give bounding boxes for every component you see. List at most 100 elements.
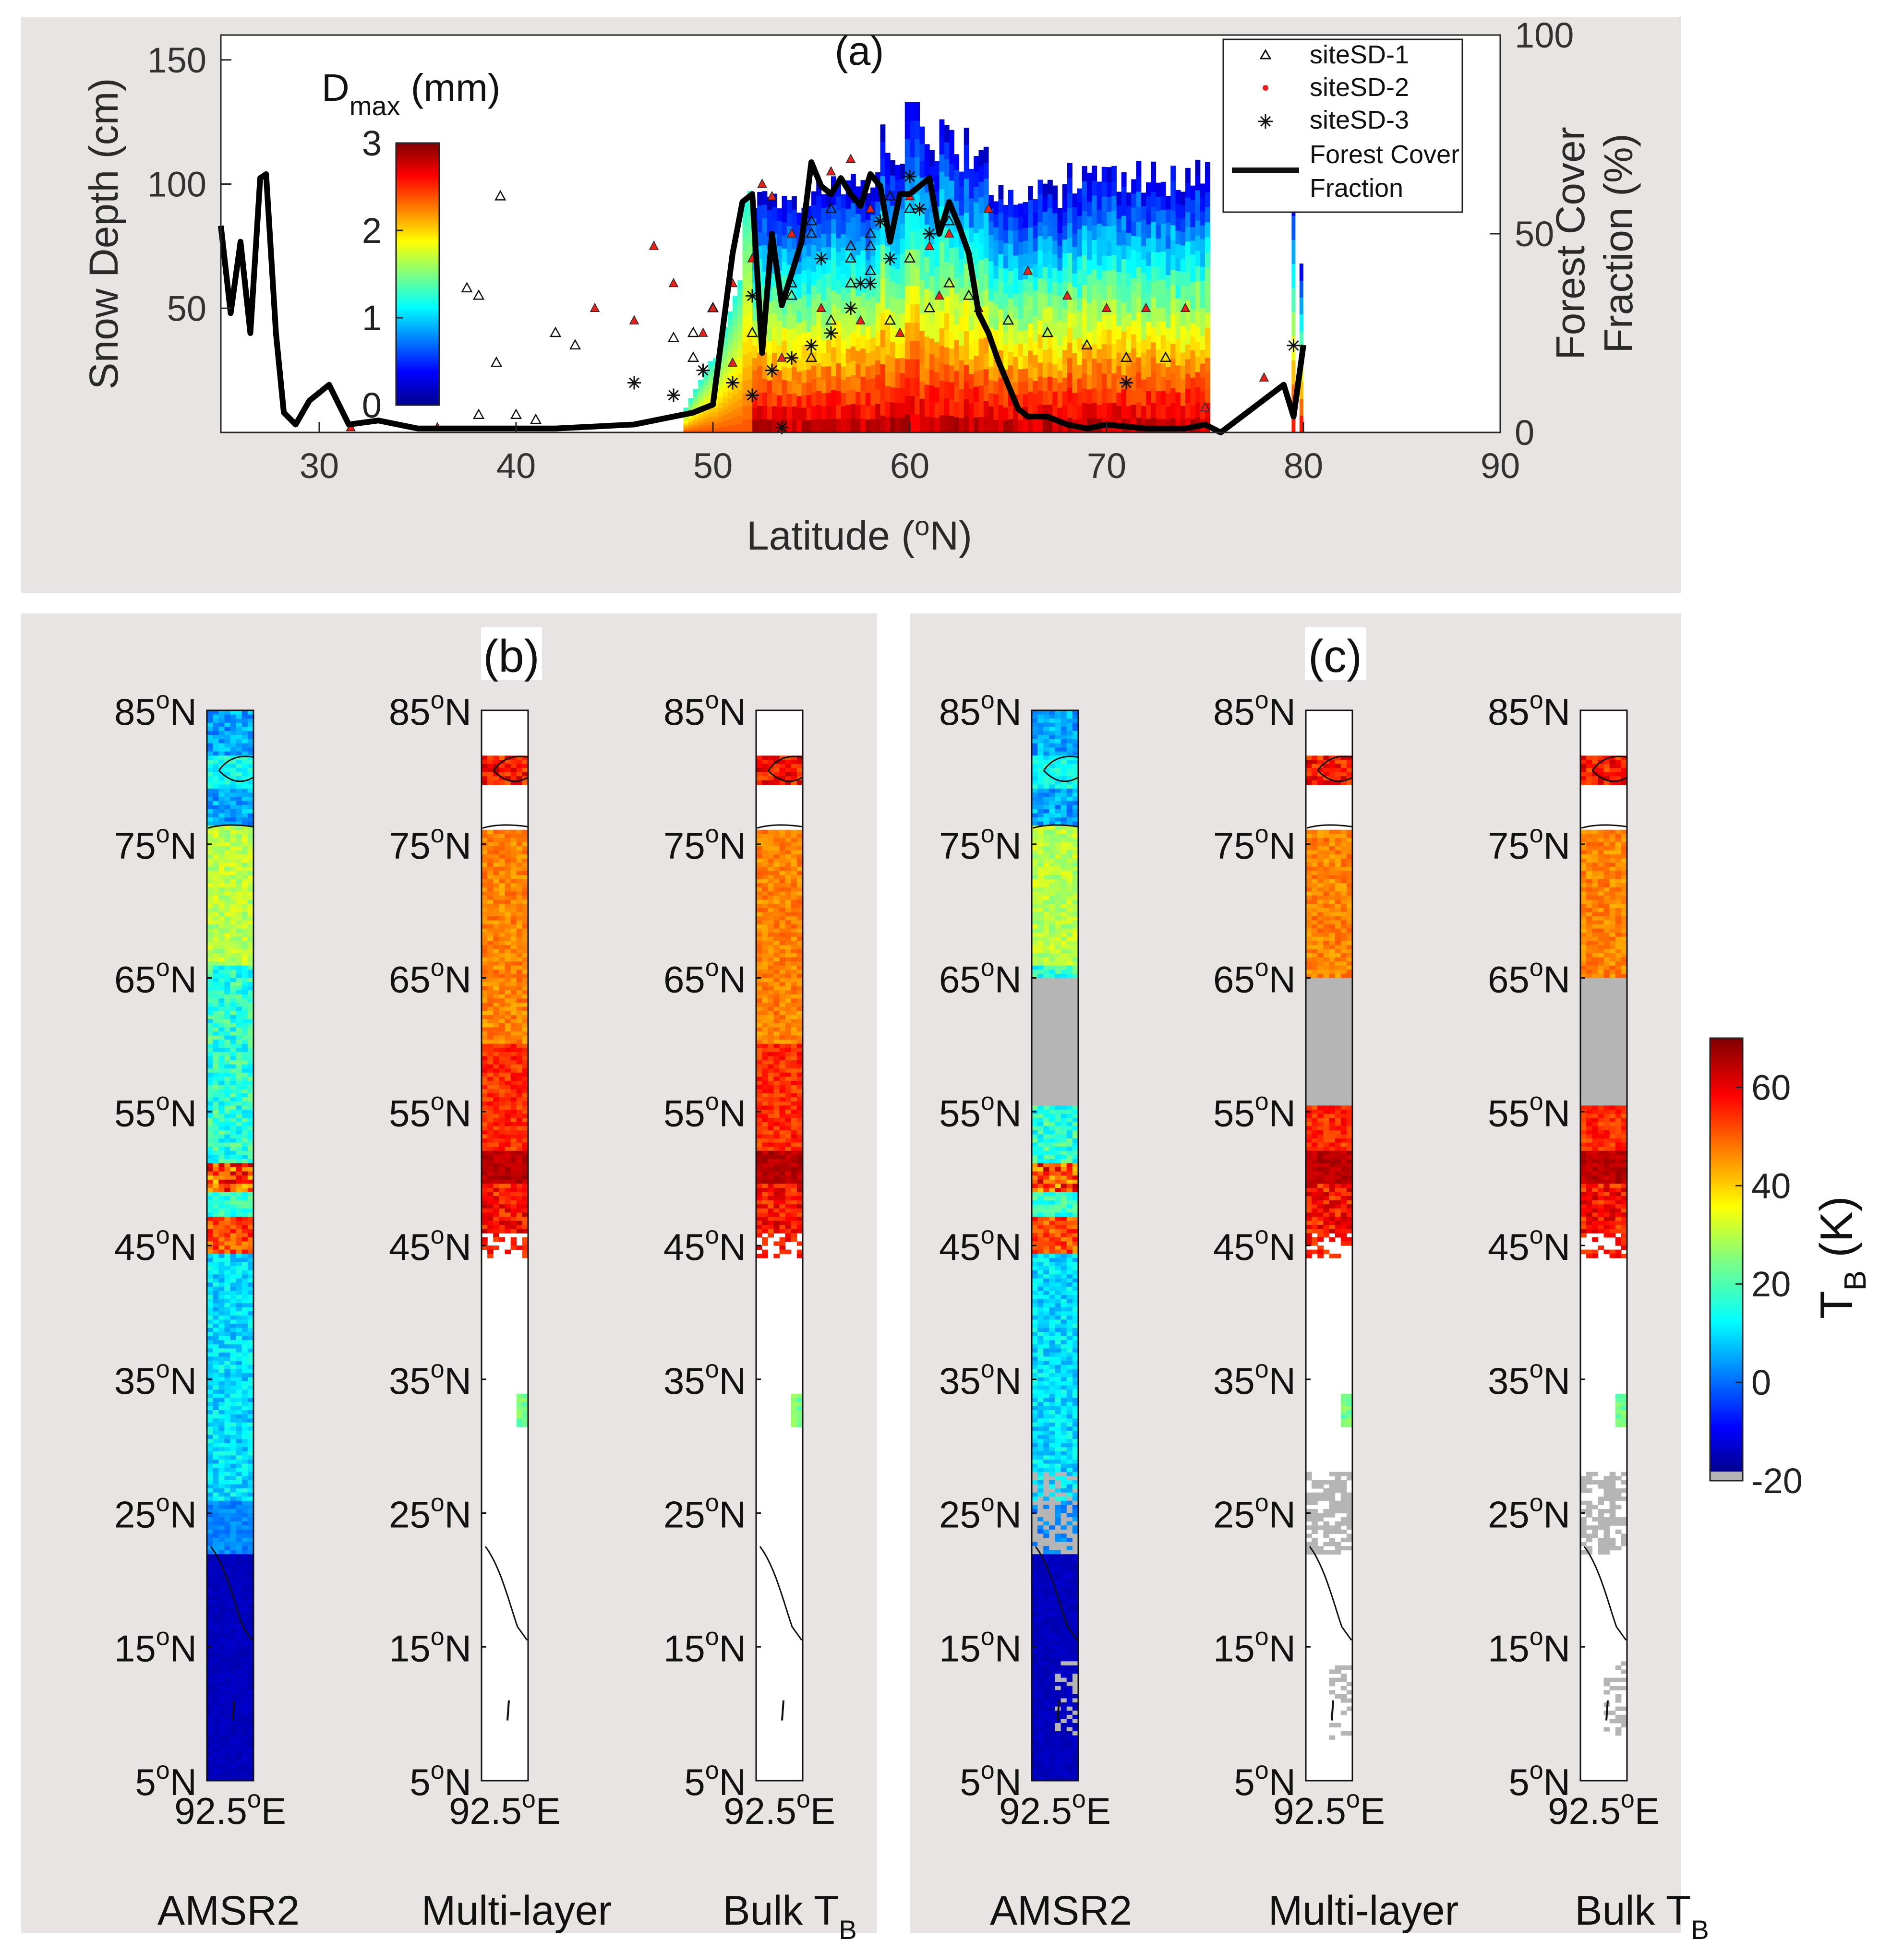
island-mark <box>1057 1700 1060 1721</box>
snow-depth-cell <box>954 277 960 294</box>
snow-depth-cell <box>860 222 866 237</box>
snow-depth-cell <box>1190 240 1196 255</box>
snow-depth-cell <box>1023 228 1028 241</box>
sitesd-2-point <box>1101 302 1112 312</box>
snow-depth-cell <box>1299 297 1303 315</box>
snow-depth-cell <box>949 398 954 416</box>
snow-depth-cell <box>1101 255 1107 271</box>
map-title-bulk-t-b: Bulk TB <box>1575 1888 1709 1940</box>
snow-depth-cell <box>1008 190 1013 204</box>
snow-depth-cell <box>1131 179 1137 194</box>
snow-depth-cell <box>875 187 881 202</box>
snow-depth-cell <box>851 288 856 304</box>
snow-depth-cell <box>1023 215 1028 228</box>
snow-depth-cell <box>875 418 881 433</box>
snow-depth-cell <box>1205 222 1210 238</box>
snow-depth-cell <box>1003 255 1009 269</box>
snow-depth-cell <box>974 417 979 433</box>
snow-depth-cell <box>1092 195 1097 211</box>
snow-depth-cell <box>904 322 910 341</box>
snow-depth-cell <box>904 212 910 231</box>
snow-depth-cell <box>1003 293 1009 307</box>
x-tick-label: 80 <box>1284 446 1323 486</box>
snow-depth-cell <box>683 409 689 411</box>
snow-depth-cell <box>737 407 743 416</box>
snow-depth-cell <box>821 207 827 221</box>
sitesd-1-point <box>1002 314 1014 325</box>
snow-depth-cell <box>811 352 817 366</box>
snow-depth-cell <box>1052 309 1058 323</box>
snow-depth-cell <box>1156 252 1161 266</box>
snow-depth-cell <box>954 417 960 433</box>
snow-depth-cell <box>816 279 822 294</box>
snow-depth-cell <box>1048 306 1053 321</box>
snow-depth-cell <box>890 387 895 403</box>
snow-depth-cell <box>1136 297 1142 312</box>
dmax-colorbar <box>395 142 440 406</box>
sitesd-1-point <box>1120 351 1133 362</box>
snow-depth-cell <box>1116 299 1122 312</box>
snow-depth-cell <box>693 396 699 399</box>
snow-depth-cell <box>934 236 940 252</box>
sitesd-3-point <box>746 289 759 303</box>
snow-depth-cell <box>845 376 851 391</box>
snow-depth-cell <box>1062 225 1068 240</box>
snow-depth-cell <box>934 311 940 327</box>
sitesd-1-point <box>472 408 485 419</box>
snow-depth-cell <box>1097 376 1102 391</box>
snow-depth-cell <box>860 250 866 265</box>
snow-depth-cell <box>688 419 694 421</box>
snow-depth-cell <box>727 345 733 352</box>
snow-depth-cell <box>1146 307 1151 322</box>
snow-depth-cell <box>959 273 964 288</box>
snow-depth-cell <box>1008 243 1013 258</box>
snow-depth-cell <box>1013 242 1019 256</box>
snow-depth-cell <box>1057 295 1063 308</box>
snow-depth-cell <box>1082 195 1087 211</box>
snow-depth-cell <box>934 372 940 388</box>
snow-depth-cell <box>865 220 871 234</box>
snow-depth-cell <box>974 356 979 371</box>
snow-depth-cell <box>1087 259 1092 274</box>
snow-depth-cell <box>782 275 787 288</box>
snow-depth-cell <box>870 405 876 419</box>
snow-depth-cell <box>915 230 920 250</box>
snow-depth-cell <box>1116 245 1122 259</box>
snow-depth-cell <box>1062 280 1068 295</box>
latitude-tick-label: 65oN <box>939 954 1022 1001</box>
snow-depth-cell <box>1205 357 1210 373</box>
snow-depth-cell <box>993 407 999 420</box>
snow-depth-cell <box>959 316 964 332</box>
snow-depth-cell <box>890 341 895 357</box>
snow-depth-cell <box>708 396 713 401</box>
snow-depth-cell <box>856 350 861 365</box>
snow-depth-cell <box>969 330 974 345</box>
snow-depth-cell <box>900 298 905 313</box>
snow-depth-cell <box>742 341 748 355</box>
sitesd-2-point <box>786 228 797 238</box>
snow-depth-cell <box>826 246 831 261</box>
snow-depth-cell <box>1180 218 1186 232</box>
snow-depth-cell <box>978 228 984 245</box>
snow-depth-cell <box>1072 286 1078 300</box>
coastline <box>1035 1546 1078 1641</box>
snow-depth-cell <box>703 419 709 423</box>
snow-depth-cell <box>1111 254 1117 270</box>
snow-depth-cell <box>777 345 783 358</box>
snow-depth-cell <box>737 339 743 348</box>
snow-depth-cell <box>816 223 822 238</box>
snow-depth-cell <box>934 402 940 418</box>
map-title-bulk-t-b: Bulk TB <box>723 1888 857 1940</box>
snow-depth-cell <box>757 419 763 433</box>
snow-depth-cell <box>806 268 812 282</box>
snow-depth-cell <box>698 391 704 395</box>
snow-depth-cell <box>1037 334 1043 349</box>
snow-depth-cell <box>1013 204 1019 218</box>
snow-depth-cell <box>944 278 950 296</box>
snow-depth-cell <box>782 314 787 328</box>
snow-depth-cell <box>974 386 979 402</box>
snow-depth-cell <box>915 395 920 415</box>
snow-depth-cell <box>1062 308 1068 323</box>
snow-depth-cell <box>1057 283 1063 296</box>
snow-depth-cell <box>733 387 738 395</box>
